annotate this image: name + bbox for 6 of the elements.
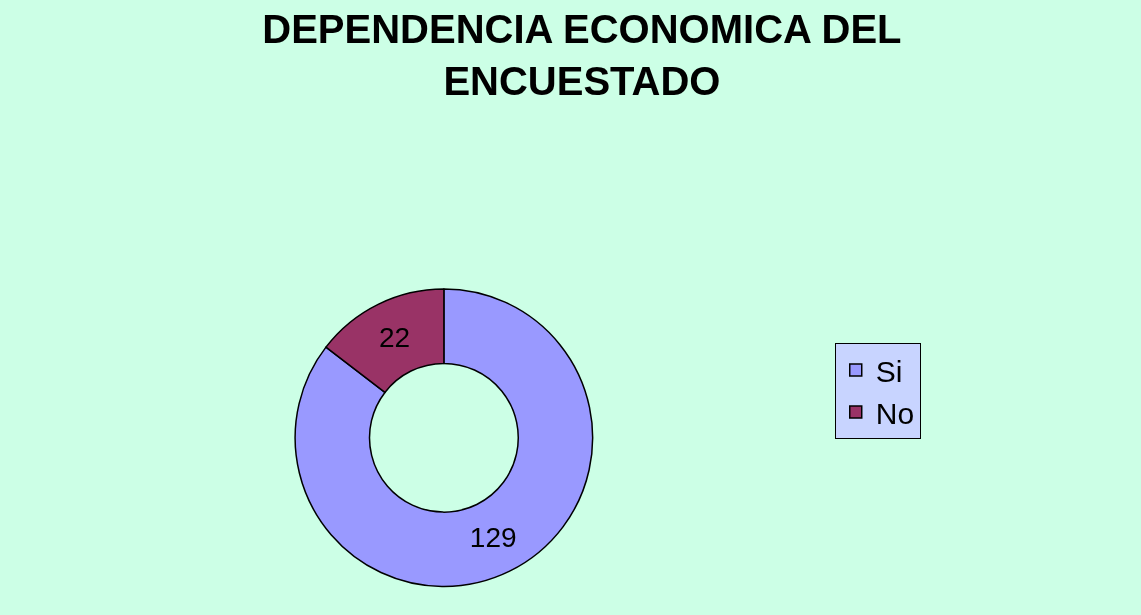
legend-label: No (875, 396, 915, 430)
donut-slice (294, 288, 594, 588)
chart-title: DEPENDENCIA ECONOMICA DEL ENCUESTADO (262, 7, 902, 104)
legend-label: Si (875, 354, 903, 388)
data-label: 22 (379, 322, 411, 354)
data-label: 129 (469, 522, 517, 554)
